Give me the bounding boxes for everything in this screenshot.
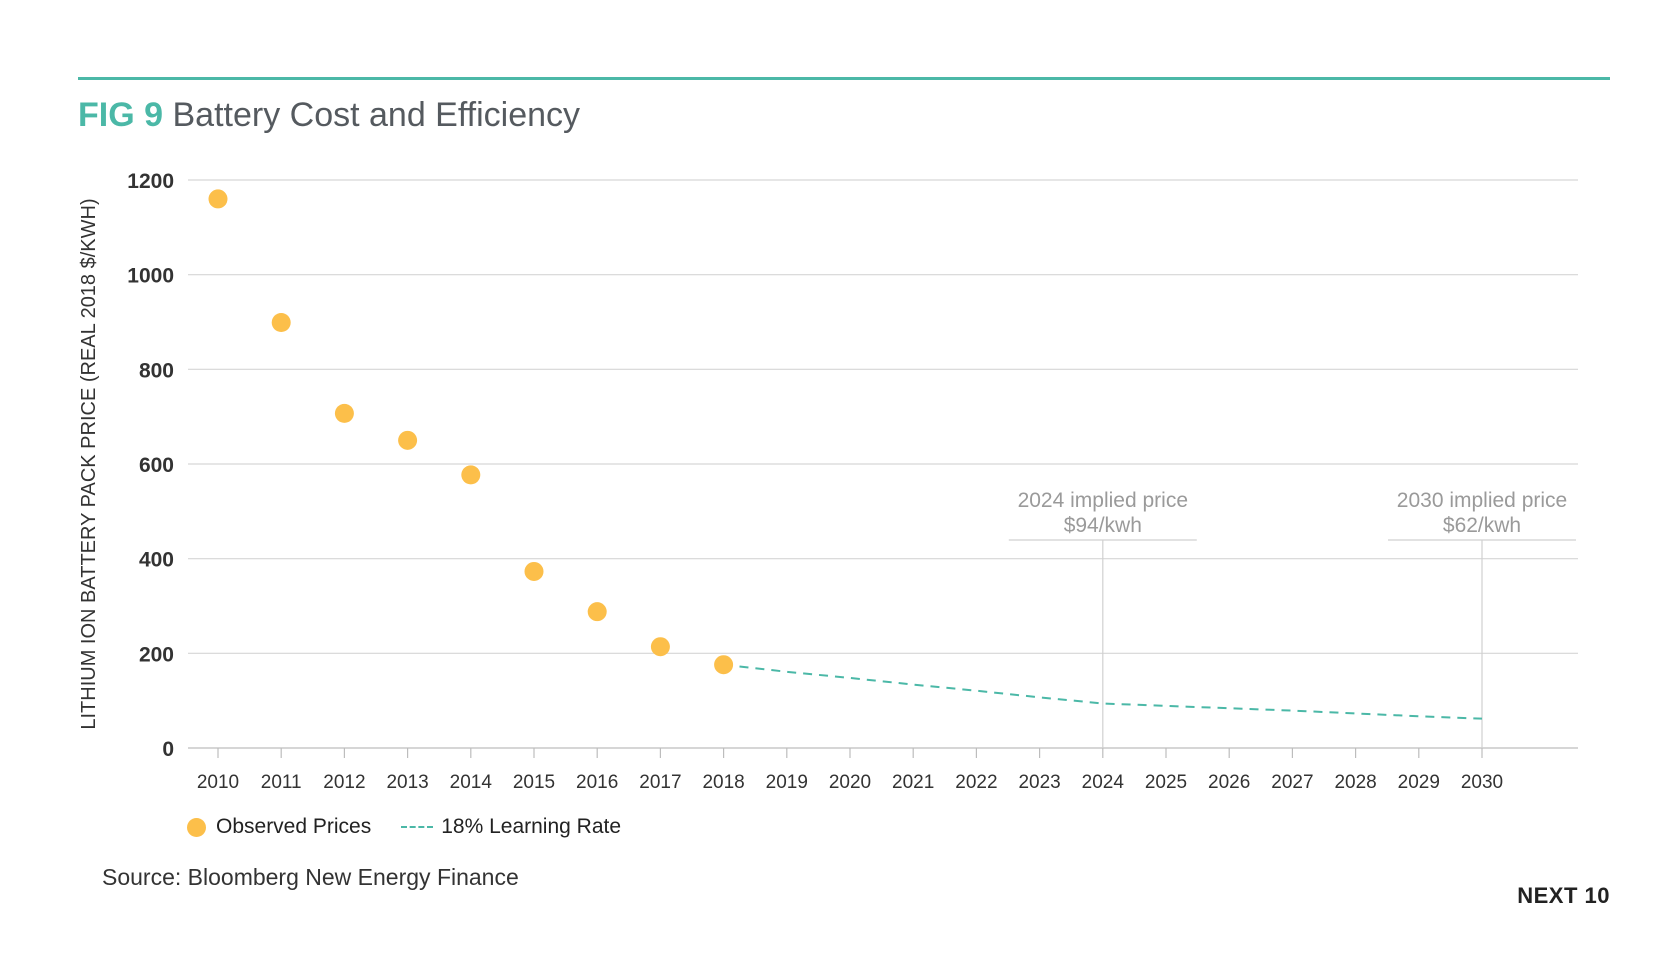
- y-tick-label: 200: [139, 643, 174, 666]
- y-axis-label: LITHIUM ION BATTERY PACK PRICE (REAL 201…: [78, 198, 100, 729]
- x-tick-label: 2030: [1461, 772, 1503, 793]
- figure-title-text: Battery Cost and Efficiency: [172, 96, 581, 134]
- observed-price-point: [461, 465, 481, 485]
- x-tick-label: 2019: [766, 772, 808, 793]
- annotation-label: 2024 implied price: [1018, 489, 1188, 512]
- title-rule: [78, 77, 1610, 80]
- chart-legend: Observed Prices 18% Learning Rate: [187, 815, 621, 839]
- observed-price-point: [334, 403, 354, 423]
- legend-observed-marker: [187, 817, 206, 837]
- legend-learning-marker: [401, 826, 434, 828]
- observed-price-point: [587, 602, 607, 622]
- x-tick-label: 2012: [323, 772, 365, 793]
- x-tick-label: 2020: [829, 772, 871, 793]
- y-tick-label: 800: [139, 359, 174, 382]
- annotation-label: 2030 implied price: [1397, 489, 1567, 512]
- x-tick-label: 2026: [1208, 772, 1250, 793]
- x-tick-label: 2018: [702, 772, 744, 793]
- observed-price-point: [524, 561, 544, 581]
- y-tick-label: 400: [139, 549, 174, 572]
- y-tick-label: 0: [162, 738, 174, 761]
- annotation-value: $62/kwh: [1443, 514, 1521, 537]
- legend-observed-label: Observed Prices: [216, 815, 372, 838]
- x-tick-label: 2010: [197, 772, 239, 793]
- observed-price-point: [714, 655, 734, 675]
- brand-logo: NEXT 10: [1517, 883, 1610, 908]
- figure-title: FIG 9 Battery Cost and Efficiency: [78, 96, 580, 135]
- x-tick-label: 2011: [261, 772, 302, 793]
- x-tick-label: 2013: [386, 772, 428, 793]
- observed-price-point: [271, 312, 291, 332]
- x-tick-label: 2017: [639, 772, 681, 793]
- figure-label: FIG 9: [78, 96, 164, 134]
- y-tick-label: 600: [139, 454, 174, 477]
- y-tick-label: 1200: [127, 170, 174, 193]
- x-tick-label: 2028: [1334, 772, 1376, 793]
- y-tick-label: 1000: [127, 265, 174, 288]
- source-note: Source: Bloomberg New Energy Finance: [102, 864, 519, 890]
- x-tick-label: 2024: [1082, 772, 1125, 793]
- observed-price-point: [208, 189, 228, 209]
- x-tick-label: 2023: [1018, 772, 1060, 793]
- x-tick-label: 2029: [1398, 772, 1440, 793]
- x-tick-label: 2021: [892, 772, 934, 793]
- x-tick-label: 2025: [1145, 772, 1187, 793]
- x-tick-label: 2016: [576, 772, 618, 793]
- x-tick-label: 2015: [513, 772, 555, 793]
- legend-learning-label: 18% Learning Rate: [441, 815, 622, 838]
- annotation-value: $94/kwh: [1064, 514, 1142, 537]
- observed-price-point: [398, 430, 418, 450]
- observed-price-point: [650, 637, 670, 657]
- x-tick-label: 2022: [955, 772, 997, 793]
- x-tick-label: 2014: [450, 772, 493, 793]
- x-tick-label: 2027: [1271, 772, 1313, 793]
